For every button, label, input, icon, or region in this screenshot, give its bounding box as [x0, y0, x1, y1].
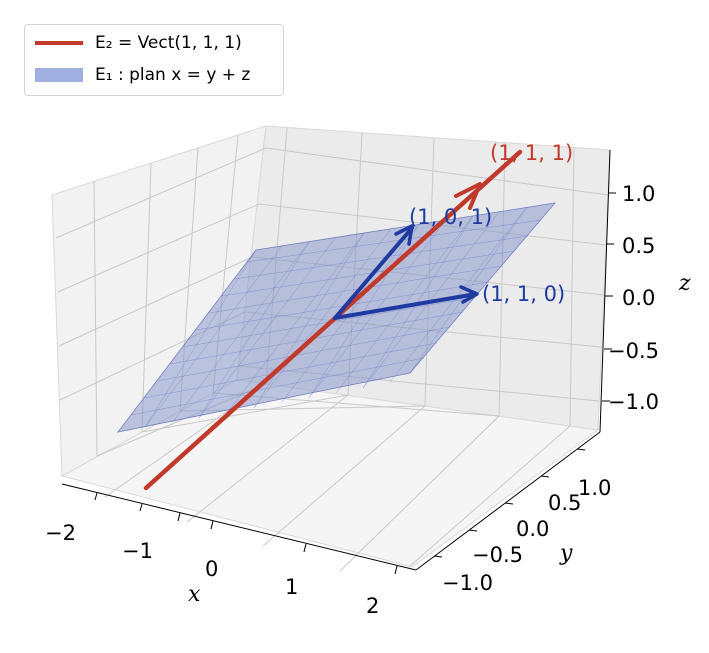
line-e2-arrowhead — [454, 182, 482, 210]
legend-swatch-patch — [35, 68, 83, 82]
z-tick-label: 0.0 — [622, 286, 655, 310]
z-tick-label: −1.0 — [608, 390, 659, 414]
legend-label-e2: E₂ = Vect(1, 1, 1) — [95, 33, 242, 53]
x-tick-label: 1 — [285, 575, 298, 599]
legend-entry-e2: E₂ = Vect(1, 1, 1) — [35, 31, 242, 55]
y-tick-label: −0.5 — [472, 543, 523, 567]
legend-swatch-line — [35, 41, 83, 45]
vector-101-shaft — [333, 226, 414, 320]
x-tick-label: 2 — [366, 594, 379, 618]
axis-tick-marks — [94, 192, 616, 575]
vector-101: (1, 0, 1) — [333, 205, 492, 320]
y-tick-label: −1.0 — [442, 571, 493, 595]
vector-101-label: (1, 0, 1) — [409, 205, 492, 229]
z-tick-label: 1.0 — [622, 182, 655, 206]
y-axis-label: y — [559, 541, 573, 566]
y-tick-label: 1.0 — [578, 476, 611, 500]
legend-entry-e1: E₁ : plan x = y + z — [35, 63, 250, 87]
y-axis-line — [415, 431, 601, 571]
y-tick-label: 0.0 — [516, 517, 549, 541]
vector-101-arrowhead — [394, 224, 414, 246]
vector-110-shaft — [333, 292, 478, 320]
z-axis-line — [599, 149, 611, 433]
z-axis-label: z — [678, 271, 691, 296]
vector-110-label: (1, 1, 0) — [482, 282, 565, 306]
z-tick-label: 0.5 — [622, 234, 655, 258]
x-axis-line — [61, 483, 417, 571]
vector-110: (1, 1, 0) — [333, 282, 565, 320]
legend-label-e1: E₁ : plan x = y + z — [95, 65, 251, 85]
x-tick-label: −2 — [45, 521, 76, 545]
line-e2: (1, 1, 1) — [143, 141, 573, 491]
x-tick-label: −1 — [122, 539, 153, 563]
x-tick-label: 0 — [205, 557, 218, 581]
z-tick-label: −0.5 — [608, 339, 659, 363]
axis-lines — [61, 149, 611, 571]
y-tick-label: 0.5 — [548, 491, 581, 515]
line-e2-label: (1, 1, 1) — [490, 141, 573, 165]
legend: E₂ = Vect(1, 1, 1) E₁ : plan x = y + z — [24, 24, 284, 96]
x-axis-label: x — [188, 582, 201, 607]
vector-110-arrowhead — [459, 285, 479, 304]
line-e2-shaft — [143, 149, 523, 491]
